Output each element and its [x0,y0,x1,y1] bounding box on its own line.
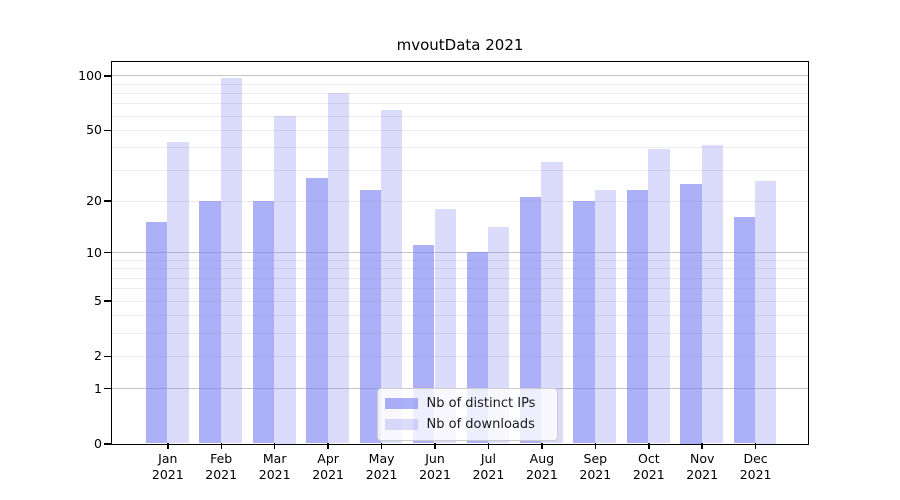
gridline-minor [111,300,808,302]
bar-downloads-apr [327,92,349,444]
bar-ips-nov [680,183,702,444]
y-tick-label: 20 [86,193,102,209]
bar-downloads-aug [541,162,563,444]
y-tick-label: 0 [94,436,102,451]
bar-ips-aug [520,196,542,444]
y-tick-label: 1 [94,380,102,396]
gridline-minor [111,103,808,105]
y-tick-mark [104,387,111,390]
bar-ips-jan [145,222,168,444]
x-tick-label-dec: Dec 2021 [739,451,772,482]
bar-ips-mar [252,200,275,444]
bar-downloads-dec [755,180,777,444]
x-tick-label-jul: Jul 2021 [472,451,505,482]
x-tick-label-apr: Apr 2021 [312,451,344,482]
x-tick-mark [327,443,329,449]
legend: Nb of distinct IPs Nb of downloads [376,387,558,441]
x-tick-mark [380,443,383,449]
legend-label-downloads: Nb of downloads [426,417,535,432]
y-tick-label: 2 [94,348,102,364]
bar-ips-apr [306,177,328,444]
bar-ips-oct [626,189,649,444]
gridline-minor [111,315,808,317]
chart-title: mvoutData 2021 [396,36,524,54]
plot-area: Nb of distinct IPs Nb of downloads [110,60,809,445]
bar-downloads-oct [648,149,670,444]
x-tick-mark [594,443,597,449]
x-tick-label-may: May 2021 [365,451,398,482]
y-tick-mark [104,200,111,202]
legend-swatch-distinct-ips [384,398,418,409]
y-tick-mark [104,355,111,358]
x-tick-label-jun: Jun 2021 [419,451,451,482]
x-tick-label-aug: Aug 2021 [525,451,558,482]
y-tick-label: 100 [78,67,102,83]
x-tick-mark [434,443,436,449]
gridline-minor [111,288,808,290]
y-tick-mark [104,129,111,131]
bar-downloads-nov [701,145,724,444]
bar-layer [112,62,808,444]
bar-downloads-jun [434,208,456,444]
bar-downloads-jan [167,141,189,444]
x-tick-label-sep: Sep 2021 [579,451,612,482]
gridline-minor [111,115,808,117]
bar-downloads-mar [274,115,296,444]
bar-downloads-feb [220,77,243,444]
x-tick-mark [701,443,703,449]
x-tick-mark [541,443,543,449]
x-tick-mark [273,443,276,449]
legend-label-distinct-ips: Nb of distinct IPs [426,396,536,411]
y-tick-label: 5 [94,293,102,308]
x-tick-label-jan: Jan 2021 [151,451,184,482]
x-tick-label-oct: Oct 2021 [632,451,665,482]
gridline-minor [111,92,808,94]
gridline-minor [111,83,808,85]
y-tick-mark [104,300,111,302]
legend-entry-distinct-ips: Nb of distinct IPs [384,395,549,413]
legend-swatch-downloads [384,419,418,430]
x-tick-label-mar: Mar 2021 [258,451,291,482]
gridline-minor [111,268,808,270]
x-tick-mark [220,443,222,449]
gridline-minor [111,259,808,261]
y-tick-label: 50 [86,122,102,138]
legend-entry-downloads: Nb of downloads [384,416,549,434]
x-tick-mark [648,443,650,449]
x-tick-mark [754,443,757,449]
bar-ips-feb [199,200,221,444]
y-tick-label: 10 [86,244,102,260]
gridline-minor [111,169,808,171]
bar-downloads-sep [594,189,617,444]
y-tick-mark [104,443,111,445]
gridline-minor [111,147,808,149]
x-tick-label-feb: Feb 2021 [205,451,238,482]
bar-ips-may [359,189,382,444]
y-tick-mark [104,75,111,77]
gridline-minor [111,200,808,202]
bar-downloads-may [381,110,403,444]
gridline-major [111,252,808,254]
bar-ips-sep [573,200,595,444]
x-tick-label-nov: Nov 2021 [686,451,719,482]
gridline-minor [111,277,808,279]
bar-ips-dec [733,217,756,444]
gridline-minor [111,129,808,131]
x-tick-mark [167,443,169,449]
y-tick-mark [104,251,111,254]
gridline-minor [111,355,808,357]
x-tick-mark [487,443,490,449]
gridline-minor [111,332,808,334]
gridline-major [111,75,808,77]
